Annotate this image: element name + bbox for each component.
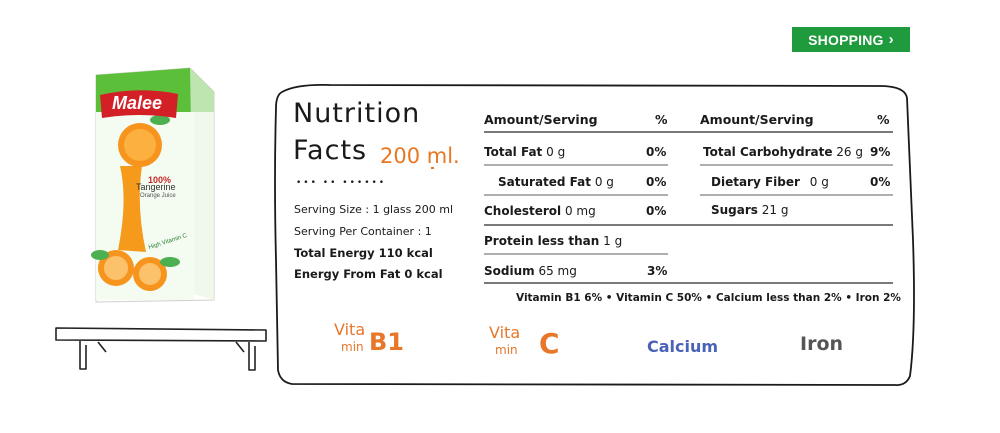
shopping-button[interactable]: SHOPPING › — [792, 27, 910, 52]
panel-title-line2: Facts — [293, 135, 368, 166]
table-row: Dietary Fiber 0 g — [711, 175, 829, 189]
nutrient-amount: 0 g — [546, 145, 566, 159]
nutrient-pct: 0% — [646, 175, 667, 189]
serving-size: Serving Size : 1 glass 200 ml — [294, 203, 454, 216]
nutrient-amount: 0 g — [809, 175, 829, 189]
icon-text: C — [539, 327, 560, 360]
table-row: Sodium 65 mg — [484, 264, 577, 278]
nutrient-name: Total Fat — [484, 145, 543, 159]
energy-from-fat: Energy From Fat 0 kcal — [294, 267, 443, 281]
nutrient-amount: 26 g — [836, 145, 863, 159]
serving-per-container: Serving Per Container : 1 — [294, 225, 432, 238]
nutrient-pct: 0% — [646, 145, 667, 159]
nutrient-name: Sugars — [711, 203, 758, 217]
product-badge: High Vitamin C — [148, 232, 188, 252]
right-header-pct: % — [877, 112, 890, 127]
shopping-button-label: SHOPPING — [808, 31, 884, 48]
product-flavor: Tangerine — [136, 182, 176, 192]
nutrient-name: Dietary Fiber — [711, 175, 800, 189]
icon-text: Vita — [334, 320, 366, 339]
nutrient-amount: 1 g — [603, 234, 623, 248]
nutrient-pct: 3% — [647, 264, 668, 278]
calcium-icon: Calcium — [647, 337, 719, 356]
nutrient-pct: 9% — [870, 145, 891, 159]
icon-text: B1 — [369, 328, 404, 356]
table-rules — [484, 131, 893, 284]
nutrient-name: Protein less than — [484, 234, 600, 248]
table-row-rules — [484, 164, 893, 255]
icon-text: min — [495, 343, 518, 357]
nutrient-pct: 0% — [646, 204, 667, 218]
nutrient-amount: 0 g — [594, 175, 614, 189]
table-row: Sugars 21 g — [711, 203, 788, 217]
product-percent: 100% — [148, 175, 172, 185]
chevron-right-icon: › — [888, 31, 894, 48]
table-row: Saturated Fat 0 g — [498, 175, 614, 189]
nutrient-pct: 0% — [870, 175, 891, 189]
left-header-pct: % — [655, 112, 668, 127]
iron-icon: Iron — [800, 333, 844, 355]
nutrient-amount: 65 mg — [538, 264, 577, 278]
nutrition-board — [274, 83, 915, 386]
panel-title-line1: Nutrition — [293, 98, 421, 129]
nutrient-amount: 0 mg — [564, 204, 596, 218]
total-energy: Total Energy 110 kcal — [294, 246, 433, 260]
juice-carton — [91, 67, 215, 303]
vitamins-summary: Vitamin B1 6% • Vitamin C 50% • Calcium … — [516, 292, 901, 304]
icon-text: min — [341, 340, 364, 354]
brand-logo: Malee — [111, 93, 163, 113]
nutrient-name: Cholesterol — [484, 204, 562, 218]
nutrient-name: Sodium — [484, 264, 535, 278]
icon-text: Vita — [489, 323, 521, 342]
product-flavor-sub: Orange Juice — [140, 193, 176, 199]
table-row: Total Carbohydrate 26 g — [703, 145, 863, 159]
panel-subtitle: ••• •• •••••• — [296, 178, 387, 188]
nutrient-name: Total Carbohydrate — [703, 145, 833, 159]
table-row: Total Fat 0 g — [484, 145, 565, 159]
panel-amount: 200 ml. — [380, 144, 460, 168]
nutrient-amount: 21 g — [761, 203, 789, 217]
product-carton: Malee 100% Tangerine Orange Juice High V… — [90, 65, 216, 310]
nutrient-name: Saturated Fat — [498, 175, 592, 189]
right-header-label: Amount/Serving — [700, 112, 814, 127]
table-row: Protein less than 1 g — [484, 234, 622, 248]
left-header-label: Amount/Serving — [484, 112, 598, 127]
table-row: Cholesterol 0 mg — [484, 204, 596, 218]
shelf — [55, 327, 267, 371]
